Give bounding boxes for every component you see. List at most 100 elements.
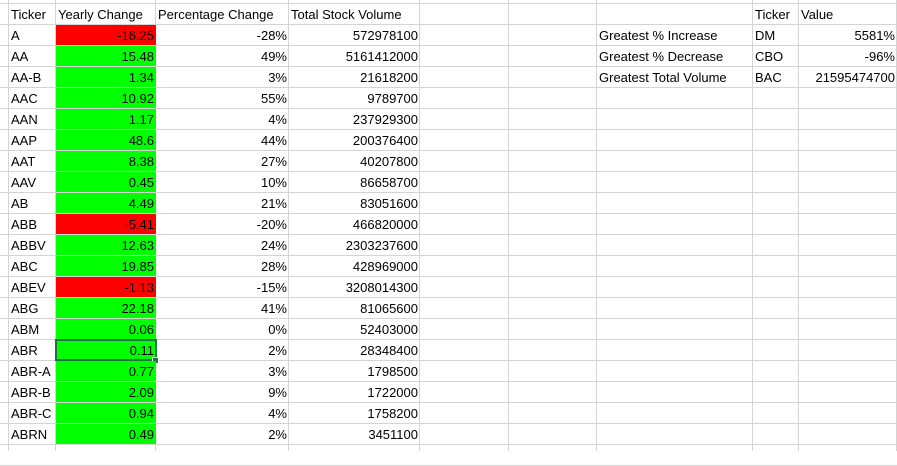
percentage-change-cell[interactable]: 2%: [268, 427, 287, 442]
percentage-change-cell[interactable]: 41%: [260, 301, 287, 316]
yearly-change-cell[interactable]: 0.45: [56, 172, 156, 192]
ticker-cell[interactable]: ABBV: [11, 238, 46, 253]
percentage-change-cell[interactable]: -20%: [256, 217, 287, 232]
ticker-cell[interactable]: AAT: [11, 154, 36, 169]
percentage-change-cell[interactable]: 4%: [268, 112, 287, 127]
yearly-change-cell[interactable]: 2.09: [56, 382, 156, 402]
yearly-change-cell[interactable]: 1.17: [56, 109, 156, 129]
total-volume-cell[interactable]: 2303237600: [345, 238, 418, 253]
percentage-change-cell[interactable]: 21%: [260, 196, 287, 211]
percentage-change-cell[interactable]: -15%: [256, 280, 287, 295]
total-volume-cell[interactable]: 52403000: [360, 322, 418, 337]
percentage-change-cell[interactable]: 3%: [268, 364, 287, 379]
ticker-cell[interactable]: AAP: [11, 133, 38, 148]
total-volume-cell[interactable]: 5161412000: [345, 49, 418, 64]
ticker-cell[interactable]: ABR: [11, 343, 38, 358]
summary-ticker-cell[interactable]: BAC: [755, 70, 782, 85]
total-volume-cell[interactable]: 3208014300: [345, 280, 418, 295]
yearly-change-cell[interactable]: 0.94: [56, 403, 156, 423]
yearly-change-cell[interactable]: 12.63: [56, 235, 156, 255]
percentage-change-cell[interactable]: 27%: [260, 154, 287, 169]
percentage-change-cell[interactable]: 2%: [268, 343, 287, 358]
yearly-change-cell[interactable]: -16.25: [56, 25, 156, 45]
ticker-cell[interactable]: A: [11, 28, 20, 43]
percentage-change-cell[interactable]: 9%: [268, 385, 287, 400]
percentage-change-cell[interactable]: 44%: [260, 133, 287, 148]
summary-value-cell[interactable]: 21595474700: [815, 70, 895, 85]
percentage-change-cell[interactable]: 28%: [260, 259, 287, 274]
summary-value-cell[interactable]: -96%: [864, 49, 895, 64]
total-volume-cell[interactable]: 1758200: [367, 406, 418, 421]
yearly-change-cell[interactable]: -5.41: [56, 214, 156, 234]
yearly-change-cell[interactable]: 0.11: [56, 340, 156, 360]
ticker-cell[interactable]: ABR-B: [11, 385, 51, 400]
ticker-cell[interactable]: ABEV: [11, 280, 46, 295]
grid-row-line: [0, 192, 897, 193]
percentage-change-cell[interactable]: 49%: [260, 49, 287, 64]
ticker-cell[interactable]: ABR-A: [11, 364, 51, 379]
ticker-cell[interactable]: AAN: [11, 112, 38, 127]
yearly-change-cell[interactable]: 0.77: [56, 361, 156, 381]
total-volume-cell[interactable]: 237929300: [352, 112, 418, 127]
total-volume-cell[interactable]: 428969000: [352, 259, 418, 274]
ticker-cell[interactable]: AAC: [11, 91, 38, 106]
grid-row-line: [0, 381, 897, 382]
header-ticker[interactable]: Ticker: [11, 7, 46, 22]
percentage-change-cell[interactable]: 55%: [260, 91, 287, 106]
yearly-change-cell[interactable]: 1.34: [56, 67, 156, 87]
yearly-change-cell[interactable]: 8.38: [56, 151, 156, 171]
header-yearly-change[interactable]: Yearly Change: [58, 7, 143, 22]
total-volume-cell[interactable]: 83051600: [360, 196, 418, 211]
total-volume-cell[interactable]: 40207800: [360, 154, 418, 169]
yearly-change-cell[interactable]: 0.49: [56, 424, 156, 444]
percentage-change-cell[interactable]: 24%: [260, 238, 287, 253]
total-volume-cell[interactable]: 86658700: [360, 175, 418, 190]
header-percentage-change[interactable]: Percentage Change: [158, 7, 274, 22]
summary-value-cell[interactable]: 5581%: [854, 28, 895, 43]
yearly-change-cell[interactable]: 0.06: [56, 319, 156, 339]
total-volume-cell[interactable]: 200376400: [352, 133, 418, 148]
total-volume-cell[interactable]: 28348400: [360, 343, 418, 358]
header-total-stock-volume[interactable]: Total Stock Volume: [291, 7, 402, 22]
ticker-cell[interactable]: AB: [11, 196, 29, 211]
header-summary-ticker[interactable]: Ticker: [755, 7, 790, 22]
total-volume-cell[interactable]: 466820000: [352, 217, 418, 232]
yearly-change-cell[interactable]: 48.6: [56, 130, 156, 150]
percentage-change-cell[interactable]: 3%: [268, 70, 287, 85]
ticker-cell[interactable]: ABM: [11, 322, 40, 337]
total-volume-cell[interactable]: 9789700: [367, 91, 418, 106]
total-volume-cell[interactable]: 572978100: [352, 28, 418, 43]
total-volume-cell[interactable]: 3451100: [368, 427, 418, 442]
summary-ticker-cell[interactable]: DM: [755, 28, 776, 43]
yearly-change-cell[interactable]: 10.92: [56, 88, 156, 108]
percentage-change-cell[interactable]: 0%: [268, 322, 287, 337]
yearly-change-cell[interactable]: 22.18: [56, 298, 156, 318]
summary-label-cell[interactable]: Greatest Total Volume: [599, 70, 727, 85]
summary-label-cell[interactable]: Greatest % Decrease: [599, 49, 724, 64]
yearly-change-cell[interactable]: 4.49: [56, 193, 156, 213]
yearly-change-cell[interactable]: 19.85: [56, 256, 156, 276]
ticker-cell[interactable]: ABG: [11, 301, 39, 316]
percentage-change-cell[interactable]: 4%: [268, 406, 287, 421]
total-volume-cell[interactable]: 1798500: [367, 364, 418, 379]
ticker-cell[interactable]: ABB: [11, 217, 38, 232]
total-volume-cell[interactable]: 1722000: [367, 385, 418, 400]
ticker-cell[interactable]: AA-B: [11, 70, 42, 85]
total-volume-cell[interactable]: 21618200: [360, 70, 418, 85]
grid-row-line: [0, 171, 897, 172]
ticker-cell[interactable]: AAV: [11, 175, 37, 190]
header-summary-value[interactable]: Value: [801, 7, 834, 22]
grid-row-line: [0, 444, 897, 445]
ticker-cell[interactable]: ABC: [11, 259, 38, 274]
ticker-cell[interactable]: ABR-C: [11, 406, 52, 421]
percentage-change-cell[interactable]: 10%: [260, 175, 287, 190]
ticker-cell[interactable]: ABRN: [11, 427, 48, 442]
total-volume-cell[interactable]: 81065600: [360, 301, 418, 316]
summary-label-cell[interactable]: Greatest % Increase: [599, 28, 718, 43]
ticker-cell[interactable]: AA: [11, 49, 29, 64]
yearly-change-cell[interactable]: 15.48: [56, 46, 156, 66]
summary-ticker-cell[interactable]: CBO: [755, 49, 784, 64]
yearly-change-cell[interactable]: -1.13: [56, 277, 156, 297]
percentage-change-cell[interactable]: -28%: [256, 28, 287, 43]
